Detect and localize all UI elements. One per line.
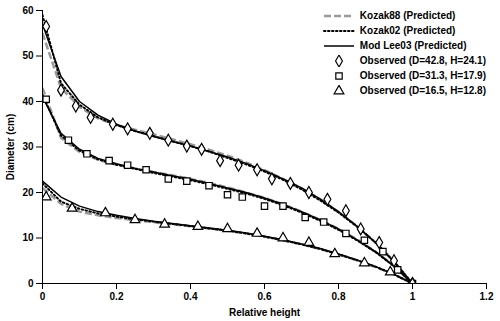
svg-text:60: 60 [22, 5, 34, 16]
html-text:Observed (D=31.3, H=17.9): Observed (D=31.3, H=17.9) [359, 70, 486, 81]
svg-text:0.6: 0.6 [258, 291, 272, 302]
svg-text:20: 20 [22, 187, 34, 198]
svg-text:0.4: 0.4 [184, 291, 198, 302]
svg-text:0.8: 0.8 [332, 291, 346, 302]
svg-text:30: 30 [22, 141, 34, 152]
svg-text:50: 50 [22, 50, 34, 61]
svg-text:1.2: 1.2 [480, 291, 494, 302]
svg-text:40: 40 [22, 96, 34, 107]
svg-text:10: 10 [22, 232, 34, 243]
svg-text:Diameter (cm): Diameter (cm) [5, 114, 16, 181]
svg-text:1: 1 [410, 291, 416, 302]
svg-text:0: 0 [28, 278, 34, 289]
html-text:Kozak88 (Predicted): Kozak88 (Predicted) [359, 10, 456, 21]
html-text:Kozak02 (Predicted): Kozak02 (Predicted) [359, 25, 456, 36]
svg-text:0: 0 [40, 291, 46, 302]
html-text:Mod Lee03 (Predicted): Mod Lee03 (Predicted) [359, 40, 467, 51]
svg-text:0.2: 0.2 [110, 291, 124, 302]
html-text:Observed (D=16.5, H=12.8): Observed (D=16.5, H=12.8) [359, 85, 486, 96]
svg-text:Relative height: Relative height [229, 307, 301, 318]
html-text:Observed (D=42.8, H=24.1): Observed (D=42.8, H=24.1) [359, 55, 486, 66]
